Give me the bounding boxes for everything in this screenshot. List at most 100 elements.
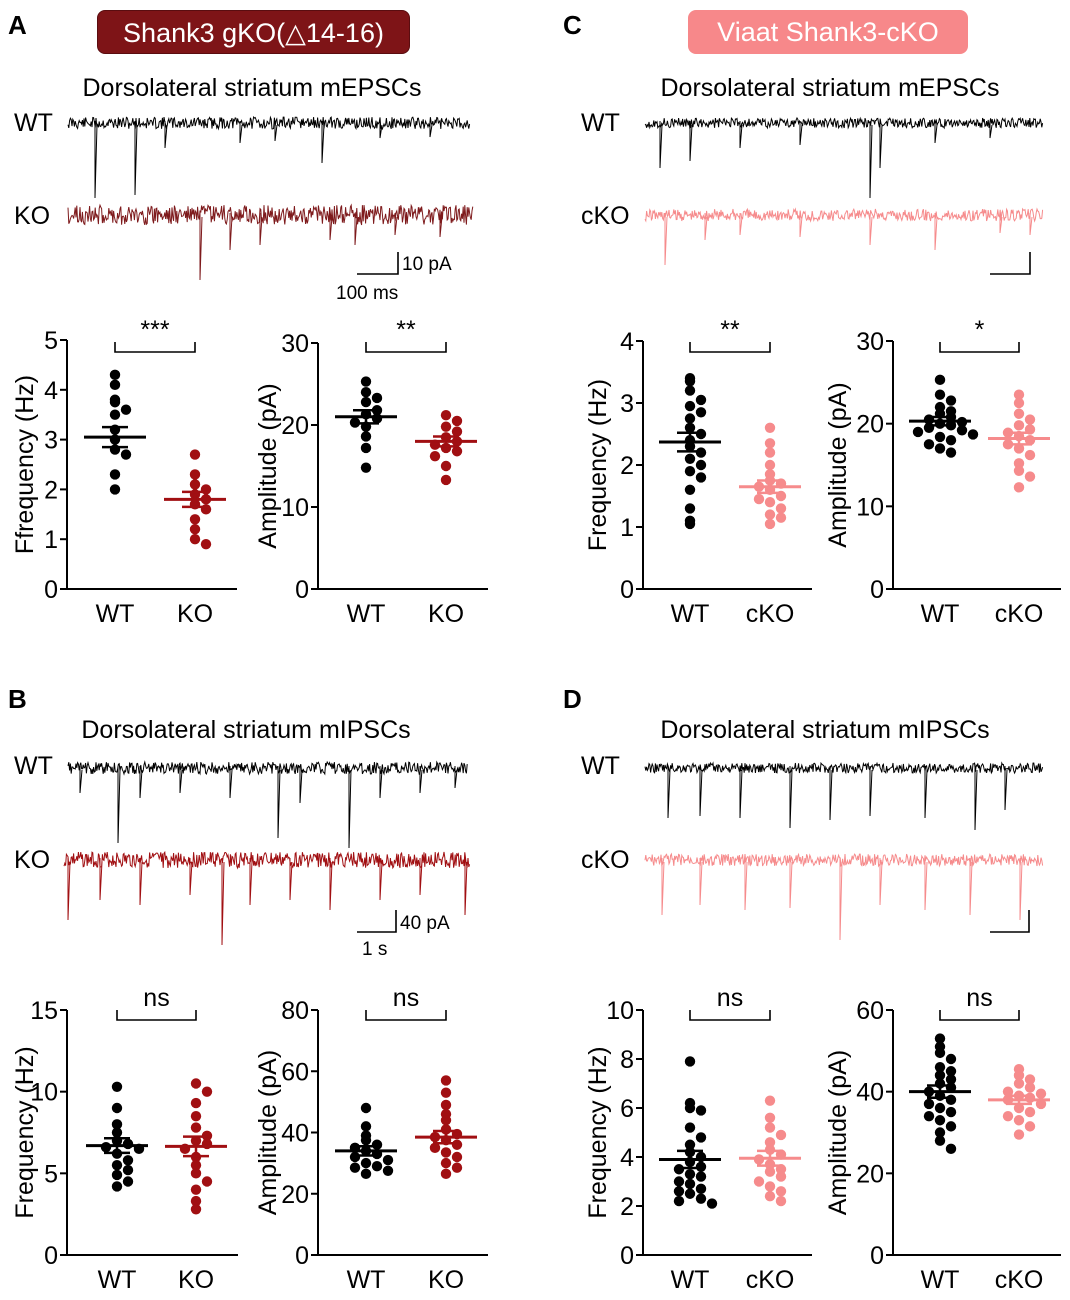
data-point (764, 509, 776, 520)
y-tick-label: 3 (44, 427, 58, 455)
y-axis-label: Amplitude (pA) (824, 382, 852, 547)
y-tick-label: 30 (856, 328, 884, 356)
data-point (382, 1154, 394, 1166)
y-tick-label: 10 (30, 1079, 58, 1107)
y-tick-label: 10 (856, 493, 884, 521)
data-point (673, 1176, 685, 1187)
data-point (111, 1127, 123, 1138)
data-point (934, 431, 946, 443)
data-point (1013, 389, 1025, 400)
data-point (1013, 408, 1025, 419)
scale-bar-b-y-label: 40 pA (400, 913, 450, 934)
data-point (122, 1176, 134, 1187)
trace-c-cko (644, 207, 1044, 266)
x-tick-label: KO (177, 600, 213, 628)
scale-bar-b-x-label: 1 s (362, 939, 387, 960)
y-tick-label: 8 (620, 1046, 634, 1074)
data-point (429, 450, 441, 462)
scale-bar-b (357, 910, 397, 933)
y-tick-label: 0 (295, 1242, 309, 1270)
scale-bar-c (990, 252, 1031, 275)
significance-label: ns (143, 984, 169, 1012)
data-point (371, 1160, 383, 1172)
scale-bar-a-x-label: 100 ms (336, 283, 398, 304)
data-point (189, 514, 201, 525)
data-point (360, 431, 372, 442)
data-point (440, 409, 452, 421)
x-tick-label: KO (428, 1266, 464, 1294)
data-point (360, 1134, 372, 1146)
data-point (945, 447, 957, 458)
data-point (189, 524, 201, 535)
data-point (912, 426, 924, 438)
data-point (945, 1053, 957, 1065)
data-point (371, 392, 383, 404)
significance-bracket (365, 342, 447, 353)
data-point (451, 446, 463, 457)
y-tick-label: 40 (856, 1079, 884, 1107)
data-point (695, 472, 707, 483)
y-tick-label: 10 (606, 997, 634, 1025)
data-point (934, 1115, 946, 1126)
data-point (440, 421, 452, 432)
data-point (684, 484, 696, 495)
data-point (684, 1188, 696, 1199)
data-point (945, 435, 957, 446)
data-point (440, 1115, 452, 1126)
data-point (1013, 465, 1025, 476)
significance-label: * (975, 316, 985, 344)
data-point (684, 1139, 696, 1150)
chart-B-amplitude: 0 20 40 60 80 Amplitude (pA) WT KO ns (254, 984, 488, 1294)
data-point (190, 1110, 202, 1122)
trace-a-wt (67, 115, 471, 199)
x-tick-label: cKO (746, 1266, 795, 1294)
data-point (764, 1137, 776, 1148)
data-point (684, 422, 696, 433)
significance-bracket (114, 342, 196, 353)
data-point (945, 1074, 957, 1085)
y-tick-label: 4 (620, 1144, 634, 1172)
data-point (360, 462, 372, 473)
panel-b-trace-label-ko: KO (14, 846, 50, 874)
significance-label: ns (393, 984, 419, 1012)
data-point (109, 469, 121, 480)
y-tick-label: 5 (44, 1160, 58, 1188)
data-point (684, 1168, 696, 1180)
data-point (451, 415, 463, 427)
y-tick-label: 10 (281, 494, 309, 522)
data-point (934, 1047, 946, 1059)
y-tick-label: 20 (856, 1160, 884, 1188)
data-point (451, 1139, 463, 1150)
panel-letter-d: D (563, 684, 582, 714)
trace-b-ko (63, 850, 471, 946)
data-point (706, 1198, 718, 1209)
data-point (440, 1157, 452, 1169)
chart-D-frequency: 0 2 4 6 8 10 Frequency (Hz) WT cKO ns (584, 984, 812, 1294)
data-point (695, 1183, 707, 1195)
chart-B-frequency: 0 5 10 15 Frequency (Hz) WT KO ns (11, 984, 238, 1294)
panel-d-trace-label-wt: WT (581, 752, 620, 780)
x-tick-label: WT (921, 1266, 960, 1294)
data-point (1013, 443, 1025, 454)
data-point (189, 534, 201, 545)
x-tick-label: cKO (995, 600, 1044, 628)
y-axis-label: Amplitude (pA) (824, 1050, 852, 1215)
x-tick-label: WT (921, 600, 960, 628)
x-tick-label: WT (98, 1266, 137, 1294)
data-point (371, 413, 383, 424)
data-point (934, 1127, 946, 1138)
y-tick-label: 0 (295, 576, 309, 604)
data-point (934, 1102, 946, 1114)
trace-d-cko (644, 852, 1044, 941)
data-point (945, 1094, 957, 1106)
data-point (775, 1186, 787, 1197)
data-point (111, 1181, 123, 1192)
data-point (190, 1122, 202, 1133)
data-point (190, 1168, 202, 1179)
data-point (360, 376, 372, 387)
data-point (1013, 397, 1025, 409)
x-tick-label: WT (96, 600, 135, 628)
panel-b-title: Dorsolateral striatum mIPSCs (81, 716, 410, 744)
